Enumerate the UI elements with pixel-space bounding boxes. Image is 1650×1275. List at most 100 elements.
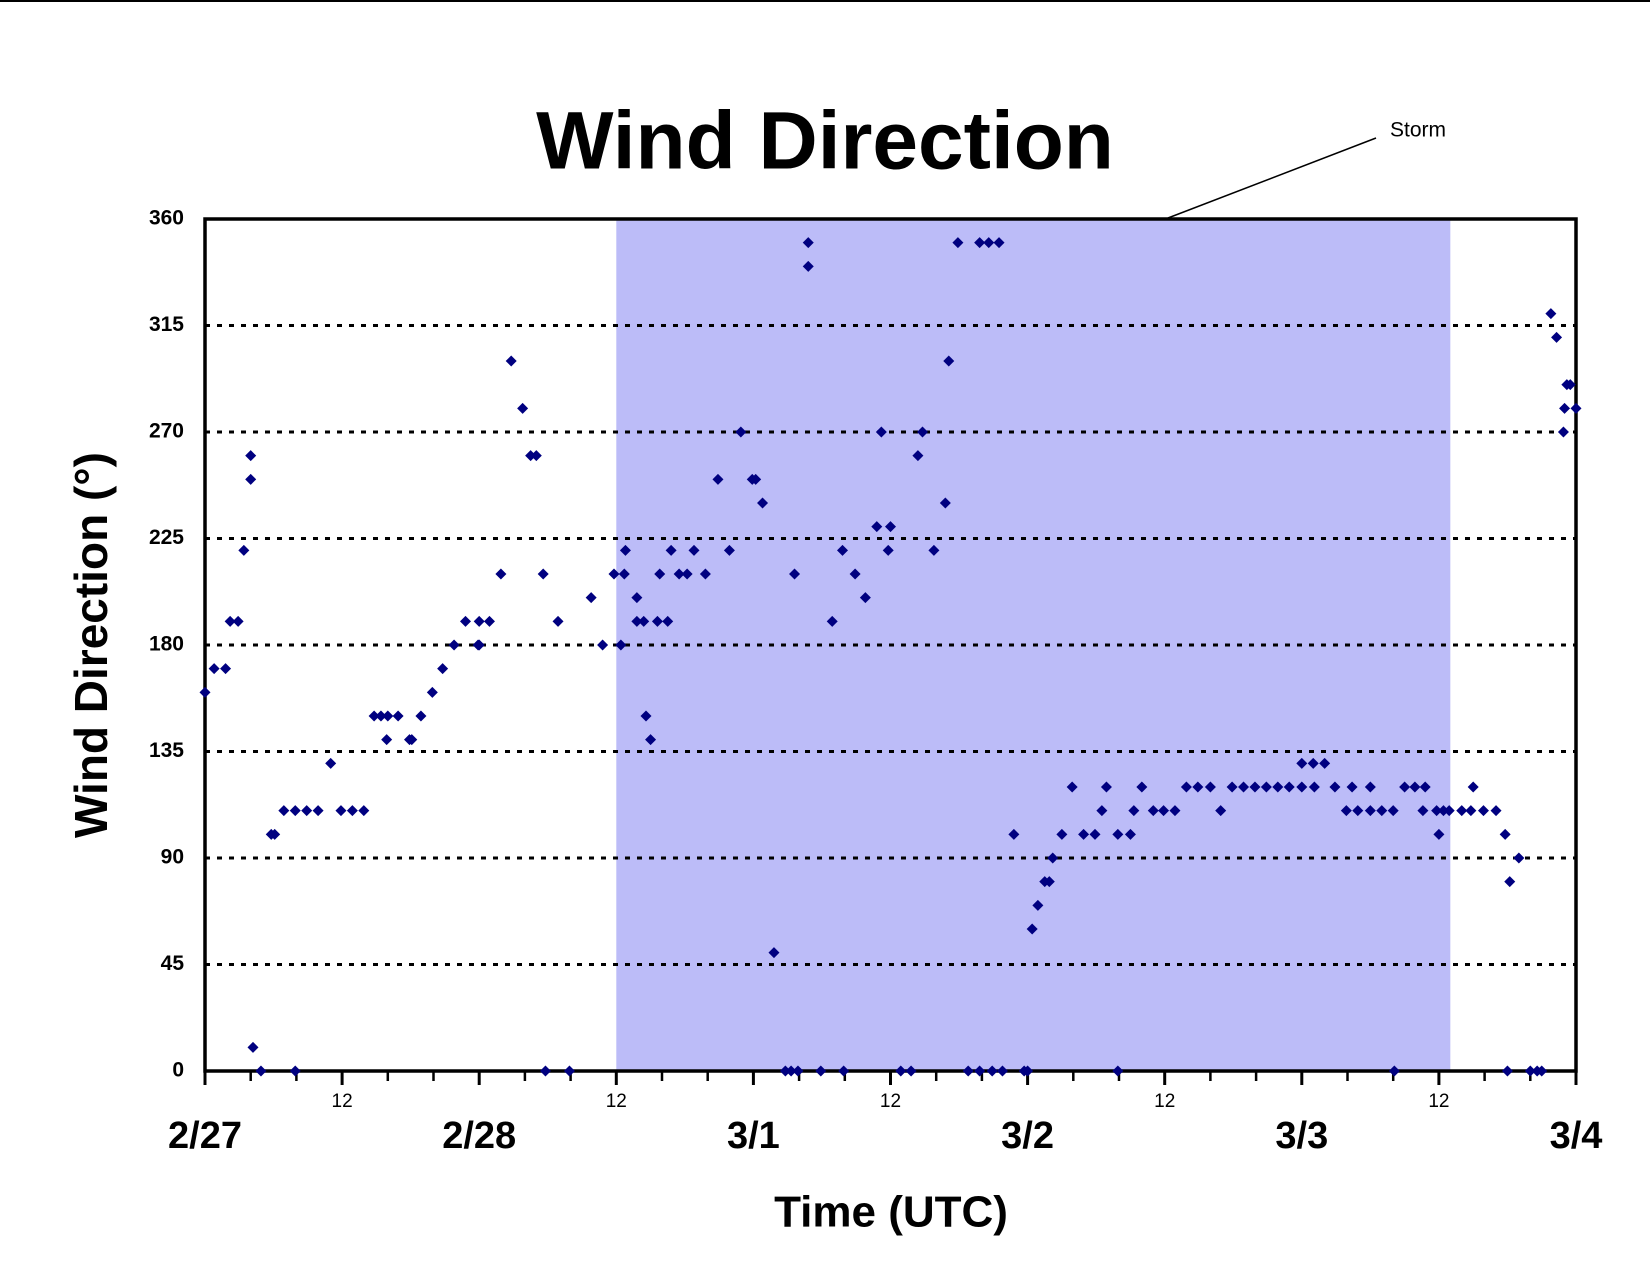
data-point bbox=[837, 544, 849, 556]
data-point bbox=[983, 237, 995, 249]
x-tick-label: 2/28 bbox=[442, 1115, 516, 1157]
data-point bbox=[662, 615, 674, 627]
y-tick-label: 270 bbox=[149, 420, 184, 443]
data-point bbox=[1551, 331, 1563, 343]
y-tick-label: 180 bbox=[149, 633, 184, 656]
data-point bbox=[615, 639, 627, 651]
data-point bbox=[699, 568, 711, 580]
x-tick-label: 12 bbox=[1428, 1091, 1449, 1112]
y-tick-label: 135 bbox=[149, 739, 184, 762]
y-tick-label: 90 bbox=[161, 846, 184, 869]
data-point bbox=[220, 663, 232, 675]
data-point bbox=[750, 473, 762, 485]
data-point bbox=[245, 450, 257, 462]
data-point bbox=[735, 426, 747, 438]
data-point bbox=[1260, 781, 1272, 793]
data-point bbox=[1490, 805, 1502, 817]
data-point bbox=[238, 544, 250, 556]
data-point bbox=[952, 237, 964, 249]
data-point bbox=[375, 710, 387, 722]
data-point bbox=[199, 686, 211, 698]
x-tick-label: 12 bbox=[880, 1091, 901, 1112]
x-tick-label: 3/2 bbox=[1001, 1115, 1054, 1157]
data-point bbox=[838, 1065, 850, 1077]
data-point bbox=[585, 592, 597, 604]
data-point bbox=[1238, 781, 1250, 793]
x-tick-label: 12 bbox=[606, 1091, 627, 1112]
data-point bbox=[802, 237, 814, 249]
data-point bbox=[525, 450, 537, 462]
data-point bbox=[723, 544, 735, 556]
data-point bbox=[885, 521, 896, 533]
data-point bbox=[1513, 852, 1525, 864]
data-point bbox=[346, 805, 358, 817]
data-point bbox=[597, 639, 609, 651]
x-tick-label: 12 bbox=[332, 1091, 353, 1112]
data-point bbox=[1465, 805, 1477, 817]
data-point bbox=[974, 237, 986, 249]
data-point bbox=[1570, 402, 1582, 414]
data-point bbox=[665, 544, 677, 556]
data-point bbox=[325, 757, 337, 769]
data-point bbox=[1283, 781, 1295, 793]
x-tick-label: 3/3 bbox=[1275, 1115, 1328, 1157]
data-point bbox=[208, 663, 220, 675]
data-point bbox=[1169, 805, 1181, 817]
y-tick-label: 45 bbox=[161, 952, 185, 975]
data-point bbox=[1215, 805, 1227, 817]
data-point bbox=[289, 1065, 301, 1077]
x-tick-label: 2/27 bbox=[168, 1115, 242, 1157]
data-point bbox=[448, 639, 460, 651]
data-point bbox=[912, 450, 924, 462]
data-point bbox=[681, 568, 693, 580]
data-point bbox=[530, 450, 542, 462]
data-point bbox=[1128, 805, 1140, 817]
data-point bbox=[1340, 805, 1352, 817]
data-point bbox=[993, 237, 1005, 249]
data-point bbox=[368, 710, 380, 722]
data-point bbox=[928, 544, 940, 556]
data-point bbox=[269, 828, 281, 840]
data-point bbox=[1147, 805, 1159, 817]
data-point bbox=[631, 615, 643, 627]
data-point bbox=[895, 1065, 907, 1077]
data-point bbox=[996, 1065, 1008, 1077]
data-point bbox=[826, 615, 838, 627]
data-point bbox=[645, 734, 657, 746]
x-tick-label: 3/1 bbox=[727, 1115, 780, 1157]
data-point bbox=[618, 568, 630, 580]
data-point bbox=[779, 1065, 791, 1077]
data-point bbox=[1329, 781, 1341, 793]
data-point bbox=[505, 355, 517, 367]
data-point bbox=[939, 497, 951, 509]
data-point bbox=[1112, 1065, 1124, 1077]
data-point bbox=[789, 568, 801, 580]
data-point bbox=[1022, 1065, 1034, 1077]
data-point bbox=[1032, 899, 1044, 911]
data-point bbox=[712, 473, 724, 485]
annotation-leader bbox=[1167, 137, 1377, 219]
data-point bbox=[517, 402, 529, 414]
data-point bbox=[974, 1065, 986, 1077]
data-point bbox=[1456, 805, 1468, 817]
data-point bbox=[1536, 1065, 1548, 1077]
x-tick-label: 3/4 bbox=[1550, 1115, 1603, 1157]
data-point bbox=[382, 710, 394, 722]
data-point bbox=[859, 592, 871, 604]
data-point bbox=[1419, 781, 1431, 793]
data-point bbox=[473, 639, 485, 651]
y-tick-label: 0 bbox=[172, 1059, 184, 1082]
data-point bbox=[1319, 757, 1331, 769]
plot-frame bbox=[203, 217, 1578, 1073]
data-point bbox=[1417, 805, 1429, 817]
data-point bbox=[289, 805, 301, 817]
data-point bbox=[815, 1065, 827, 1077]
data-point bbox=[1226, 781, 1238, 793]
data-point bbox=[1388, 1065, 1400, 1077]
data-point bbox=[768, 947, 780, 959]
data-point bbox=[916, 426, 928, 438]
data-point bbox=[392, 710, 404, 722]
data-point bbox=[849, 568, 861, 580]
